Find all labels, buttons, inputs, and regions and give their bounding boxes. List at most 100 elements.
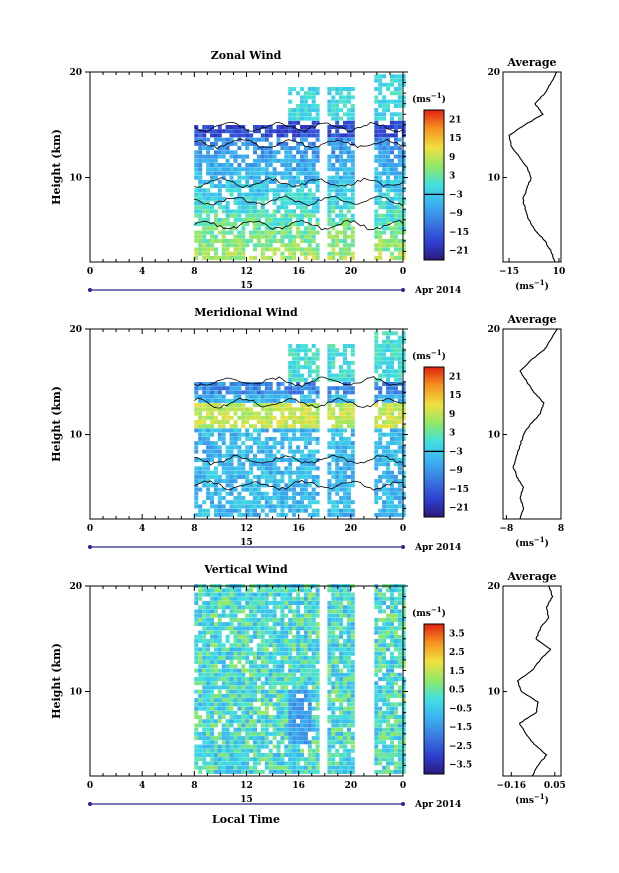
heatmap-cell	[335, 622, 340, 627]
heatmap-cell	[221, 668, 226, 673]
heatmap-cell	[390, 251, 394, 256]
heatmap-cell	[284, 415, 289, 420]
heatmap-cell	[260, 158, 265, 163]
colorbar-tick-label: −3	[449, 190, 463, 200]
heatmap-cell	[386, 411, 390, 416]
heatmap-cell	[327, 681, 332, 686]
heatmap-cell	[401, 769, 406, 774]
heatmap-cell	[378, 239, 383, 243]
heatmap-cell	[315, 655, 320, 660]
heatmap-cell	[202, 736, 207, 741]
heatmap-cell	[272, 483, 277, 488]
heatmap-cell	[284, 753, 289, 757]
heatmap-cell	[280, 141, 285, 146]
heatmap-cell	[198, 479, 203, 484]
heatmap-cell	[350, 622, 355, 627]
heatmap-cell	[217, 390, 222, 395]
heatmap-cell	[206, 748, 211, 753]
profile-x-unit: (ms−1)	[515, 792, 549, 806]
heatmap-cell	[288, 617, 293, 622]
heatmap-cell	[217, 689, 222, 694]
heatmap-cell	[374, 512, 379, 517]
heatmap-cell	[288, 702, 293, 707]
heatmap-cell	[292, 255, 297, 260]
heatmap-cell	[335, 428, 340, 433]
heatmap-cell	[335, 677, 340, 681]
heatmap-cell	[350, 213, 355, 218]
heatmap-cell	[233, 171, 238, 176]
heatmap-cell	[315, 689, 320, 694]
heatmap-cell	[346, 398, 351, 403]
heatmap-cell	[386, 710, 390, 715]
heatmap-cell	[378, 660, 383, 665]
heatmap-cell	[331, 247, 336, 252]
heatmap-cell	[292, 213, 297, 218]
heatmap-cell	[264, 596, 269, 601]
heatmap-cell	[221, 222, 226, 227]
heatmap-cell	[221, 664, 226, 669]
heatmap-cell	[272, 234, 277, 239]
heatmap-cell	[213, 133, 218, 138]
heatmap-cell	[241, 247, 246, 252]
heatmap-cell	[331, 175, 336, 180]
heatmap-cell	[331, 639, 336, 643]
heatmap-cell	[374, 171, 379, 176]
heatmap-cell	[264, 592, 269, 597]
heatmap-cell	[393, 634, 398, 639]
heatmap-cell	[386, 664, 390, 669]
heatmap-cell	[280, 753, 285, 757]
heatmap-cell	[335, 87, 340, 91]
heatmap-cell	[327, 255, 332, 260]
heatmap-cell	[268, 424, 273, 429]
heatmap-cell	[374, 491, 379, 496]
heatmap-cell	[245, 209, 250, 214]
heatmap-cell	[382, 765, 387, 770]
heatmap-cell	[311, 95, 316, 100]
heatmap-cell	[202, 226, 207, 231]
heatmap-cell	[292, 613, 297, 618]
heatmap-cell	[374, 617, 379, 622]
heatmap-cell	[213, 609, 218, 614]
heatmap-cell	[272, 239, 277, 243]
heatmap-cell	[217, 508, 222, 513]
heatmap-cell	[225, 672, 230, 677]
heatmap-cell	[311, 723, 316, 728]
heatmap-cell	[378, 596, 383, 601]
x-ticks: 0 4 8 12 16 20 0	[87, 329, 406, 534]
heatmap-cell	[202, 617, 207, 622]
heatmap-cell	[311, 424, 316, 429]
heatmap-cell	[327, 222, 332, 227]
heatmap-cell	[303, 428, 308, 433]
heatmap-cell	[245, 184, 250, 189]
heatmap-cell	[237, 706, 242, 711]
heatmap-cell	[378, 163, 383, 167]
heatmap-cell	[350, 179, 355, 184]
heatmap-cell	[288, 496, 293, 500]
heatmap-cell	[217, 685, 222, 690]
heatmap-cell	[292, 727, 297, 732]
heatmap-cell	[346, 702, 351, 707]
heatmap-cell	[386, 458, 390, 462]
heatmap-cell	[284, 487, 289, 492]
heatmap-cell	[210, 209, 214, 214]
heatmap-cell	[378, 146, 383, 151]
heatmap-cell	[221, 487, 226, 492]
heatmap-cell	[210, 677, 214, 681]
heatmap-cell	[245, 740, 250, 745]
heatmap-cell	[327, 175, 332, 180]
heatmap-cell	[378, 407, 383, 412]
heatmap-cell	[217, 188, 222, 193]
x-tick-label: 12	[240, 267, 253, 277]
heatmap-cell	[390, 158, 394, 163]
heatmap-cell	[292, 133, 297, 138]
heatmap-cell	[245, 167, 250, 172]
heatmap-cell	[374, 365, 379, 370]
heatmap-cell	[206, 496, 211, 500]
heatmap-cell	[241, 727, 246, 732]
heatmap-cell	[303, 736, 308, 741]
heatmap-cell	[276, 247, 281, 252]
heatmap-cell	[225, 702, 230, 707]
heatmap-cell	[303, 403, 308, 408]
contour-lines	[194, 376, 404, 491]
heatmap-cell	[272, 445, 277, 450]
